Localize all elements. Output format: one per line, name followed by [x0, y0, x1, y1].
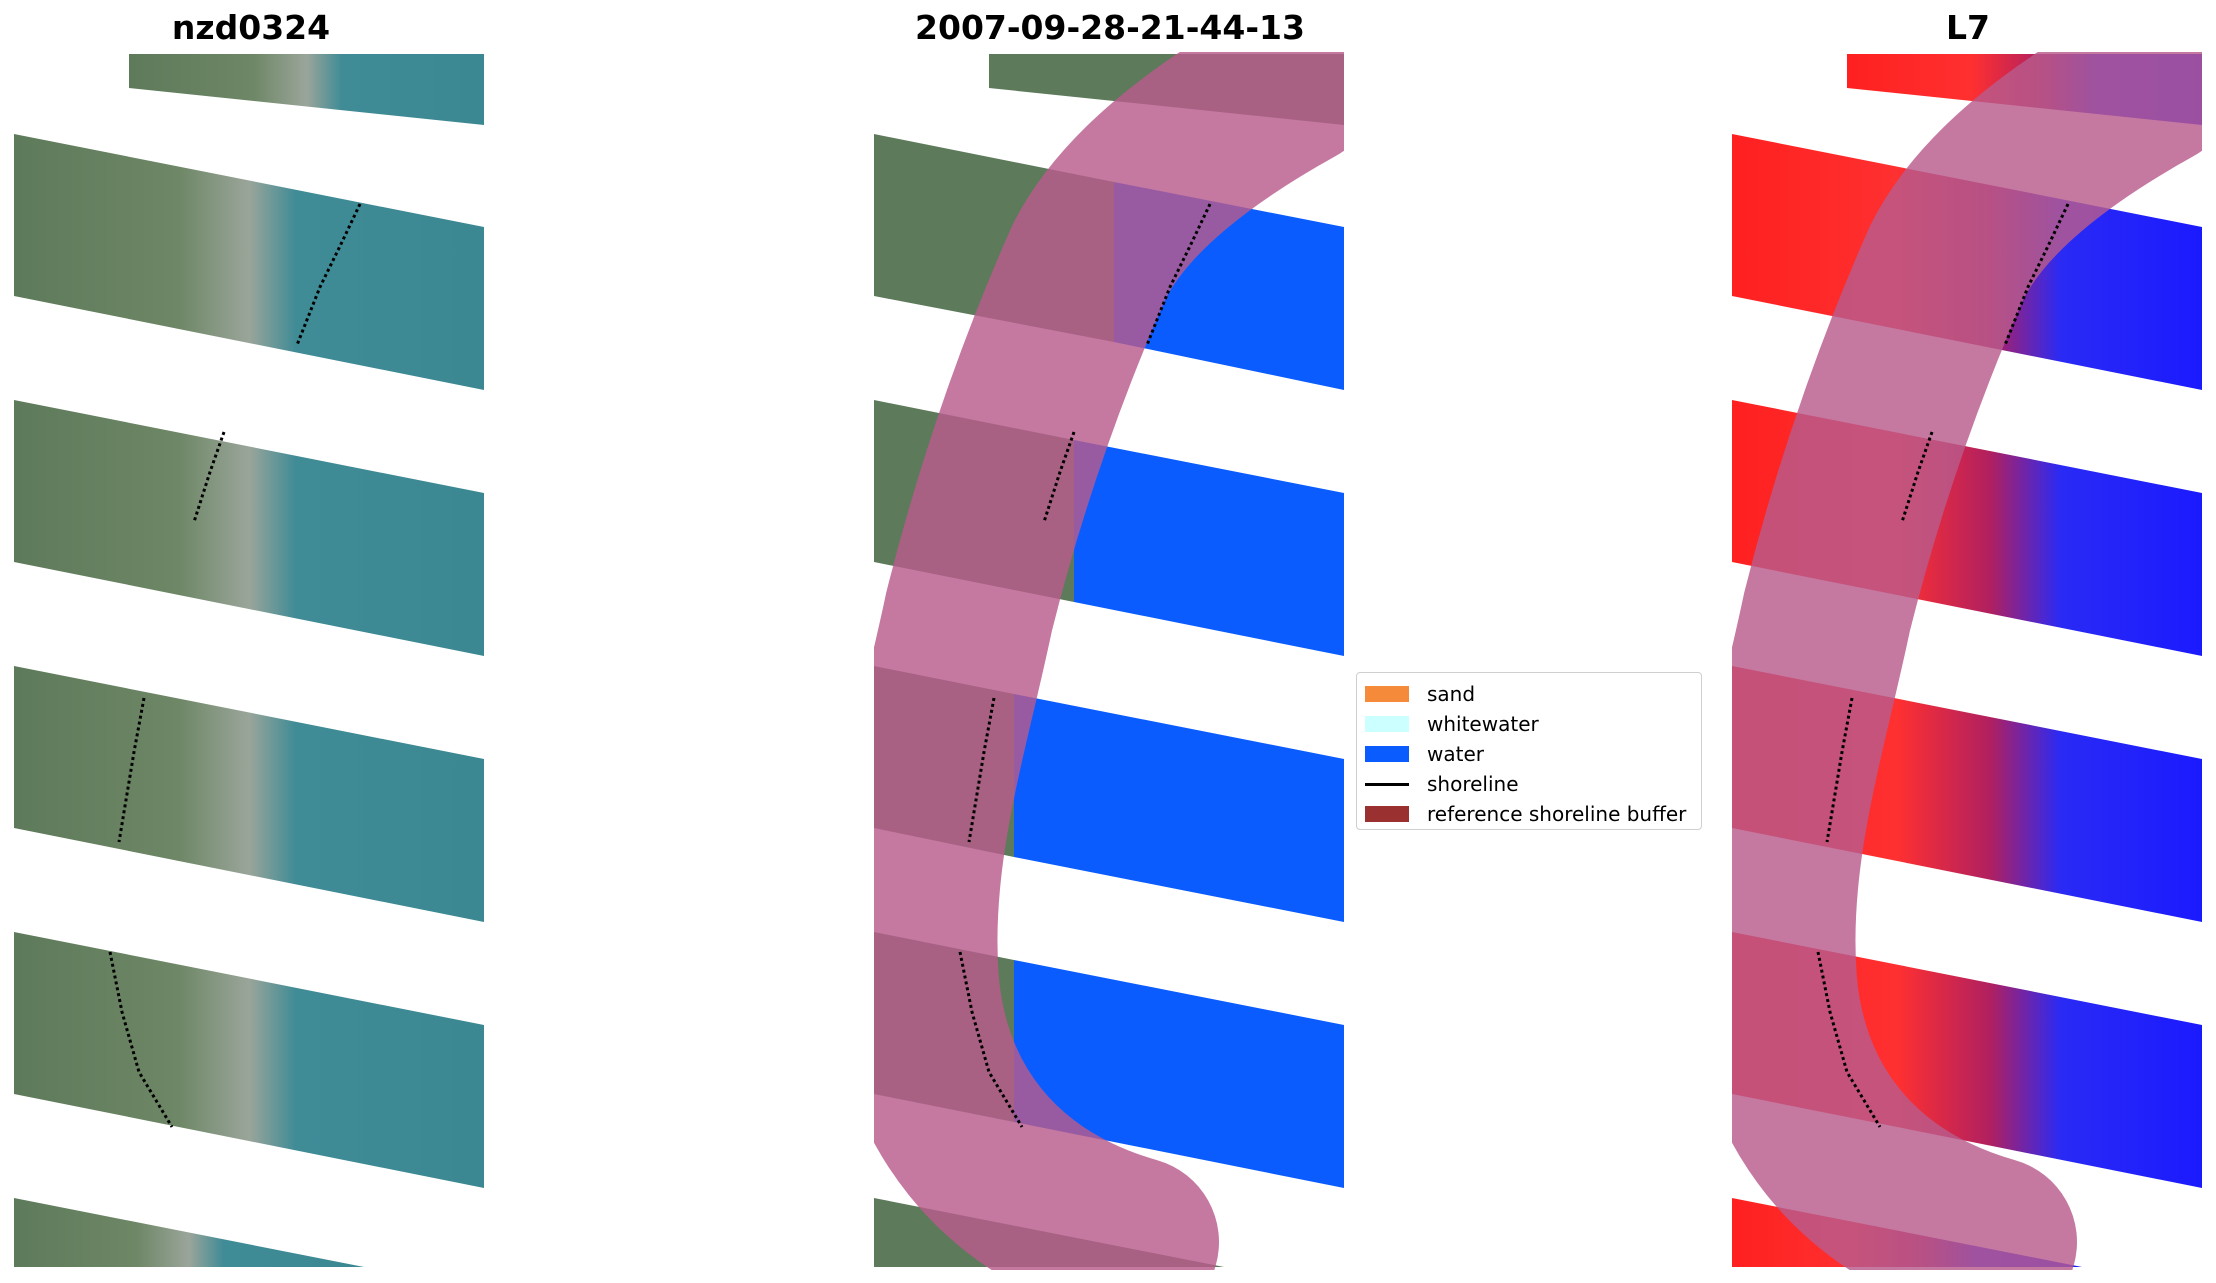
legend-swatch-sand	[1365, 686, 1409, 702]
legend-swatch-water	[1365, 746, 1409, 762]
legend-label: water	[1427, 742, 1484, 766]
classified-image-panel	[874, 52, 1344, 1270]
legend-swatch-reference-buffer	[1365, 806, 1409, 822]
reference-shoreline-buffer	[874, 52, 1344, 1270]
legend-item-reference-buffer: reference shoreline buffer	[1365, 799, 1693, 829]
index-image-panel	[1732, 52, 2202, 1270]
legend-label: sand	[1427, 682, 1476, 706]
legend-item-water: water	[1365, 739, 1693, 769]
image-stripe	[14, 134, 484, 390]
legend-item-shoreline: shoreline	[1365, 769, 1693, 799]
panel-title-index: L7	[1946, 8, 1990, 47]
legend-label: whitewater	[1427, 712, 1539, 736]
index-image	[1732, 52, 2202, 1270]
panel-title-classified: 2007-09-28-21-44-13	[915, 8, 1305, 47]
legend-line-shoreline	[1365, 782, 1409, 786]
shoreline-line	[958, 203, 1212, 1128]
image-stripes	[14, 54, 484, 1267]
legend: sand whitewater water shoreline referenc…	[1356, 672, 1702, 830]
image-stripe	[14, 932, 484, 1188]
water-area	[1014, 694, 1344, 922]
panel-title-rgb: nzd0324	[171, 8, 331, 47]
rgb-image	[14, 54, 484, 1267]
rgb-image-panel	[14, 52, 484, 1270]
image-stripe	[129, 54, 484, 125]
image-stripe	[14, 400, 484, 656]
legend-swatch-whitewater	[1365, 716, 1409, 732]
image-stripe	[14, 1198, 364, 1267]
water-area	[1074, 440, 1344, 656]
legend-label: shoreline	[1427, 772, 1519, 796]
image-stripe	[14, 666, 484, 922]
shoreline-line	[1816, 203, 2070, 1128]
reference-shoreline-buffer	[1732, 52, 2202, 1270]
shoreline-line	[108, 203, 362, 1128]
water-area	[1014, 960, 1344, 1188]
legend-item-sand: sand	[1365, 679, 1693, 709]
legend-label: reference shoreline buffer	[1427, 802, 1687, 826]
classified-image	[874, 52, 1344, 1270]
legend-item-whitewater: whitewater	[1365, 709, 1693, 739]
